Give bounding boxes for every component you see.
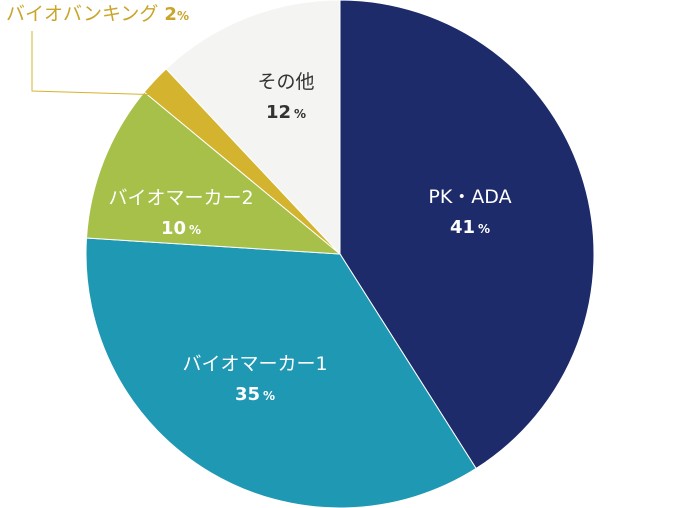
pie-slice-biomarker-1 (85, 237, 477, 508)
label-biobanking: バイオバンキング 2% (6, 3, 189, 25)
pie-slice-biomarker-2 (85, 91, 342, 255)
label-value-biomarker-2: 10% (161, 218, 201, 239)
pie-slice-other (165, 0, 341, 256)
label-value-pk-ada: 41% (450, 217, 490, 238)
pie-slices (85, 0, 595, 508)
label-name-pk-ada: PK・ADA (428, 186, 511, 208)
label-value-other: 12% (266, 102, 306, 123)
leader-line-biobanking (31, 31, 171, 96)
pie-slice-pk-ada (339, 0, 595, 470)
label-name-other: その他 (257, 71, 314, 93)
label-name-biomarker-1: バイオマーカー1 (182, 353, 327, 375)
pie-labels: PK・ADA 41 % バイオマーカー1 35 % バイオマーカー2 10 % バイオバンキング … (6, 3, 512, 405)
label-name-biomarker-2: バイオマーカー2 (108, 187, 253, 209)
label-value-biomarker-1: 35% (235, 384, 275, 405)
